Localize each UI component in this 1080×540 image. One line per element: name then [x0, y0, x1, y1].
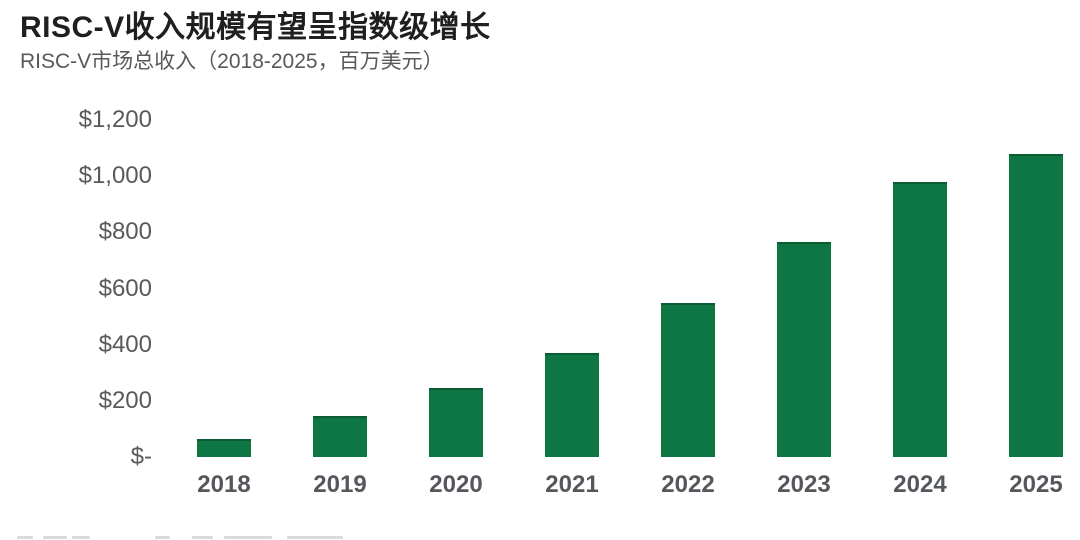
- x-tick-2019: 2019: [313, 471, 367, 498]
- bar-2021: [545, 353, 599, 457]
- y-tick-600: $600: [98, 274, 152, 302]
- y-tick-400: $400: [98, 330, 152, 358]
- y-tick-800: $800: [98, 218, 152, 246]
- bar-slot-2024: [862, 120, 978, 457]
- bar-2024: [893, 181, 947, 457]
- bar-slot-2020: [398, 120, 514, 457]
- x-tick-2023: 2023: [777, 471, 831, 498]
- plot-area: [166, 120, 1080, 457]
- cutoff-source-text-fragments: [0, 535, 1080, 540]
- y-tick-1200: $1,200: [78, 106, 152, 133]
- x-tick-2021: 2021: [545, 471, 599, 498]
- bar-slot-2025: [978, 120, 1080, 457]
- text-fragment: [155, 536, 170, 539]
- text-fragment: [17, 536, 33, 539]
- y-tick-200: $200: [98, 386, 152, 414]
- bar-slot-2018: [166, 120, 282, 457]
- x-axis: 2018 2019 2020 2021 2022 2023 2024 2025: [166, 473, 1080, 497]
- x-tick-2022: 2022: [661, 471, 715, 498]
- bar-slot-2021: [514, 120, 630, 457]
- x-tick-2020: 2020: [429, 471, 483, 498]
- bar-2018: [197, 438, 251, 457]
- text-fragment: [224, 536, 272, 539]
- y-tick-1000: $1,000: [78, 162, 152, 190]
- y-axis: $- $200 $400 $600 $800 $1,000 $1,200: [0, 108, 152, 469]
- bar-slot-2022: [630, 120, 746, 457]
- bar-2022: [661, 302, 715, 457]
- x-tick-2024: 2024: [893, 471, 947, 498]
- bar-2020: [429, 388, 483, 457]
- text-fragment: [287, 536, 343, 539]
- bar-2025: [1009, 153, 1063, 457]
- text-fragment: [72, 536, 90, 539]
- bar-slot-2023: [746, 120, 862, 457]
- bar-slot-2019: [282, 120, 398, 457]
- x-tick-2018: 2018: [197, 471, 251, 498]
- chart-subtitle: RISC-V市场总收入（2018-2025，百万美元）: [20, 50, 444, 73]
- chart-title: RISC-V收入规模有望呈指数级增长: [20, 11, 491, 44]
- text-fragment: [43, 536, 67, 539]
- y-tick-0: $-: [130, 443, 152, 470]
- text-fragment: [192, 536, 213, 539]
- x-tick-2025: 2025: [1009, 471, 1063, 498]
- bar-2023: [777, 242, 831, 457]
- bar-2019: [313, 416, 367, 457]
